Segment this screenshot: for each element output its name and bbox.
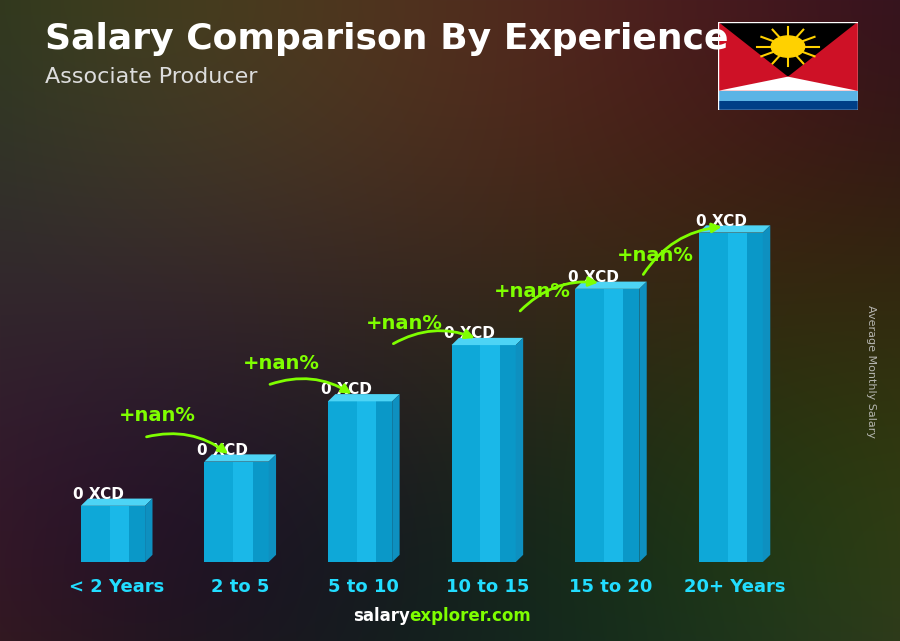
Polygon shape xyxy=(718,101,858,110)
Text: 5 to 10: 5 to 10 xyxy=(328,578,400,596)
Polygon shape xyxy=(718,22,858,77)
Polygon shape xyxy=(268,454,276,562)
Polygon shape xyxy=(763,226,770,562)
Text: Associate Producer: Associate Producer xyxy=(45,67,257,87)
Bar xyxy=(698,233,727,562)
Text: 0 XCD: 0 XCD xyxy=(197,442,248,458)
Bar xyxy=(110,506,129,562)
Bar xyxy=(747,233,763,562)
Text: salary: salary xyxy=(353,607,410,625)
Polygon shape xyxy=(204,454,276,462)
Bar xyxy=(328,401,357,562)
Text: +nan%: +nan% xyxy=(119,406,196,426)
Bar xyxy=(376,401,392,562)
Text: +nan%: +nan% xyxy=(493,282,571,301)
Text: explorer.com: explorer.com xyxy=(410,607,531,625)
Bar xyxy=(604,289,623,562)
Polygon shape xyxy=(718,22,858,110)
Polygon shape xyxy=(328,394,400,401)
Bar xyxy=(204,462,233,562)
Text: 0 XCD: 0 XCD xyxy=(320,382,372,397)
Text: +nan%: +nan% xyxy=(243,354,320,373)
Text: Salary Comparison By Experience: Salary Comparison By Experience xyxy=(45,22,728,56)
Text: 0 XCD: 0 XCD xyxy=(74,487,124,502)
Text: 10 to 15: 10 to 15 xyxy=(446,578,529,596)
Text: Average Monthly Salary: Average Monthly Salary xyxy=(866,305,877,438)
Text: 2 to 5: 2 to 5 xyxy=(211,578,269,596)
Text: 0 XCD: 0 XCD xyxy=(696,213,747,229)
Bar xyxy=(129,506,145,562)
Text: < 2 Years: < 2 Years xyxy=(69,578,165,596)
Polygon shape xyxy=(452,338,523,345)
Bar xyxy=(481,345,500,562)
Polygon shape xyxy=(392,394,400,562)
Circle shape xyxy=(771,36,805,57)
Polygon shape xyxy=(145,499,152,562)
Polygon shape xyxy=(639,281,647,562)
Bar xyxy=(253,462,268,562)
Bar xyxy=(233,462,253,562)
Text: +nan%: +nan% xyxy=(366,314,443,333)
Polygon shape xyxy=(575,281,647,289)
Text: 0 XCD: 0 XCD xyxy=(568,270,618,285)
Polygon shape xyxy=(718,77,858,91)
Text: +nan%: +nan% xyxy=(617,246,694,265)
Polygon shape xyxy=(698,226,770,233)
Text: 20+ Years: 20+ Years xyxy=(684,578,785,596)
Bar xyxy=(500,345,516,562)
Text: 0 XCD: 0 XCD xyxy=(444,326,495,341)
Text: 15 to 20: 15 to 20 xyxy=(569,578,652,596)
Polygon shape xyxy=(718,91,858,101)
Bar xyxy=(81,506,110,562)
Bar xyxy=(727,233,747,562)
Bar xyxy=(623,289,639,562)
Bar xyxy=(357,401,376,562)
Polygon shape xyxy=(81,499,152,506)
Bar xyxy=(575,289,604,562)
Polygon shape xyxy=(516,338,523,562)
Bar xyxy=(452,345,481,562)
